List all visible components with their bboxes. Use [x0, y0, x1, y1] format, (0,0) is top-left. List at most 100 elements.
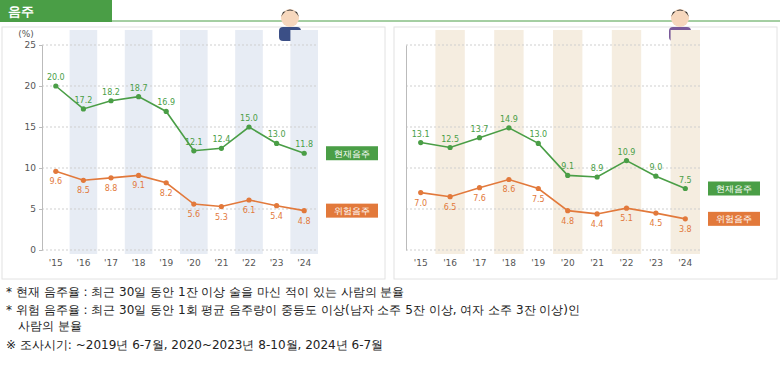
column-band	[612, 30, 641, 254]
x-tick-label: '15	[49, 258, 63, 268]
point	[108, 98, 113, 103]
series-line	[56, 86, 304, 153]
point	[164, 109, 169, 114]
footnote: * 현재 음주율 : 최근 30일 동안 1잔 이상 술을 마신 적이 있는 사…	[6, 285, 404, 299]
y-tick-label: 10	[25, 163, 37, 173]
x-tick: '15	[414, 258, 428, 268]
point	[191, 148, 196, 153]
data-label: 20.0	[47, 73, 65, 82]
data-labels: 20.017.218.218.716.912.112.415.013.011.8…	[47, 73, 313, 226]
data-label: 7.5	[679, 176, 692, 185]
x-tick: '23	[649, 258, 663, 268]
data-label: 3.8	[679, 225, 692, 234]
x-tick: '18	[132, 258, 146, 268]
data-label: 6.5	[444, 203, 457, 212]
x-tick-label: '22	[620, 258, 634, 268]
grid-line	[406, 250, 700, 251]
column-band	[180, 30, 208, 254]
x-tick-label: '22	[242, 258, 256, 268]
y-tick-label: 5	[30, 204, 36, 214]
point	[653, 211, 658, 216]
data-label: 16.9	[157, 98, 175, 107]
point	[565, 173, 570, 178]
header-rule	[0, 21, 780, 22]
x-tick-label: '16	[443, 258, 457, 268]
x-tick-label: '19	[531, 258, 545, 268]
plot-marks	[418, 125, 688, 221]
chart-panel: 0510152025(%)'15'16'17'18'19'20'21'22'23…	[2, 9, 385, 279]
data-label: 17.2	[74, 96, 92, 105]
series-line	[421, 128, 686, 189]
x-tick-label: '20	[187, 258, 201, 268]
data-label: 14.9	[500, 115, 518, 124]
x-tick-label: '23	[270, 258, 284, 268]
y-tick-mark	[39, 250, 42, 251]
y-axis-title: (%)	[18, 29, 34, 39]
x-tick-label: '24	[297, 258, 311, 268]
icon-head	[281, 9, 299, 27]
x-tick: '23	[270, 258, 284, 268]
legend-label: 현재음주	[716, 184, 752, 194]
data-label: 7.0	[414, 199, 427, 208]
plot-marks	[53, 83, 307, 213]
x-tick: '20	[561, 258, 575, 268]
x-tick-label: '18	[132, 258, 146, 268]
legend-item: 현재음주	[708, 182, 760, 196]
column-band	[671, 30, 700, 254]
x-tick: '17	[104, 258, 118, 268]
x-tick: '24	[678, 258, 692, 268]
x-axis: '15'16'17'18'19'20'21'22'23'24	[414, 258, 693, 268]
y-tick-mark	[39, 86, 42, 87]
legend-label: 위험음주	[716, 214, 752, 224]
point	[81, 106, 86, 111]
point	[136, 173, 141, 178]
x-tick: '16	[443, 258, 457, 268]
data-labels: 13.112.513.714.913.09.18.910.99.07.57.06…	[412, 115, 692, 234]
grid-line	[42, 86, 318, 87]
x-tick: '17	[473, 258, 487, 268]
point	[164, 180, 169, 185]
point	[653, 174, 658, 179]
footnote: * 위험 음주율 : 최근 30일 동안 1회 평균 음주량이 중등도 이상(남…	[6, 303, 580, 317]
chart-panel: '15'16'17'18'19'20'21'22'23'2413.112.513…	[394, 9, 777, 279]
data-label: 5.1	[620, 214, 633, 223]
point	[477, 135, 482, 140]
data-label: 8.2	[160, 189, 173, 198]
x-tick-label: '17	[473, 258, 487, 268]
footnote: 사람의 분율	[18, 319, 82, 333]
grid-line	[406, 86, 700, 87]
data-label: 9.0	[650, 163, 663, 172]
x-tick: '16	[76, 258, 90, 268]
point	[136, 94, 141, 99]
y-tick-mark	[39, 127, 42, 128]
x-tick-label: '15	[414, 258, 428, 268]
y-tick-label: 15	[25, 122, 36, 132]
point	[506, 125, 511, 130]
legend: 현재음주위험음주	[326, 146, 378, 217]
x-tick-label: '21	[590, 258, 604, 268]
data-label: 8.6	[503, 185, 516, 194]
data-label: 12.4	[212, 135, 230, 144]
y-axis-line	[406, 46, 407, 251]
data-label: 6.1	[243, 206, 256, 215]
x-tick: '24	[297, 258, 311, 268]
data-label: 13.1	[412, 130, 430, 139]
grid-line	[42, 168, 318, 169]
point	[477, 185, 482, 190]
point	[683, 216, 688, 221]
point	[302, 208, 307, 213]
y-axis: 0510152025	[25, 40, 43, 255]
point	[219, 146, 224, 151]
column-band	[435, 30, 464, 254]
legend-item: 현재음주	[326, 146, 378, 160]
data-label: 12.5	[441, 135, 459, 144]
data-label: 15.0	[240, 114, 258, 123]
y-axis	[406, 46, 408, 251]
y-tick-label: 0	[30, 245, 36, 255]
point	[246, 197, 251, 202]
point	[191, 201, 196, 206]
point	[274, 203, 279, 208]
panel-frame	[2, 27, 385, 279]
point	[246, 124, 251, 129]
point	[624, 158, 629, 163]
